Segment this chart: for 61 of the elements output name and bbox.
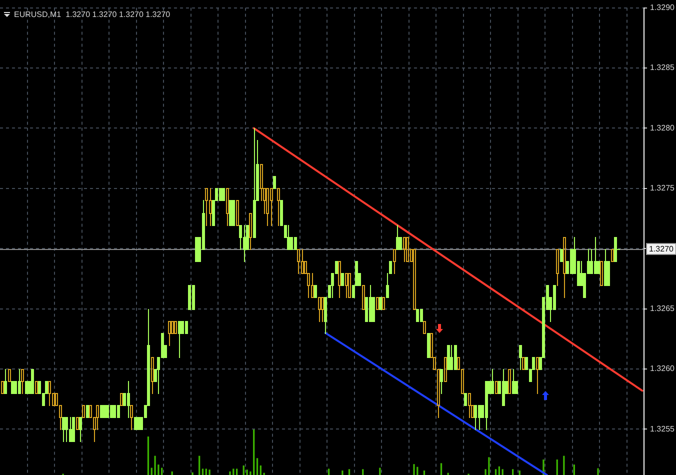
candlestick	[311, 272, 314, 298]
candlestick	[287, 224, 290, 250]
y-tick-label: 1.3265	[650, 304, 676, 314]
candlestick	[65, 417, 68, 442]
candlestick	[249, 213, 252, 250]
candlestick	[266, 188, 269, 226]
candlestick	[345, 273, 348, 298]
candlestick	[369, 284, 372, 322]
candlestick	[18, 368, 21, 394]
candlestick	[130, 405, 133, 430]
y-tick-label: 1.3280	[650, 123, 676, 132]
candlestick	[69, 416, 72, 442]
candlestick	[205, 188, 208, 226]
candlestick	[556, 249, 559, 286]
candlestick	[127, 380, 130, 418]
candlestick	[62, 417, 65, 442]
candlestick	[590, 248, 593, 274]
candlestick	[594, 236, 597, 274]
candlestick	[253, 128, 256, 238]
candlestick	[604, 248, 607, 286]
candlestick	[79, 417, 82, 442]
candlestick	[491, 368, 494, 394]
candlestick	[396, 224, 399, 250]
y-tick-label: 1.3260	[650, 364, 676, 374]
candlestick	[243, 224, 246, 262]
candlestick	[563, 237, 566, 298]
candlestick	[478, 405, 481, 430]
candlestick	[393, 249, 396, 274]
candlestick	[502, 368, 505, 406]
candlestick	[338, 261, 341, 298]
candlestick	[4, 368, 7, 394]
candlestick	[403, 237, 406, 262]
candlestick	[297, 249, 300, 274]
y-tick-label: 1.3290	[650, 3, 676, 12]
candlestick	[21, 369, 24, 394]
chart-title: EURUSD,M1 1.3270 1.3270 1.3270 1.3270	[14, 10, 171, 20]
candlestick	[474, 405, 477, 430]
candlestick	[519, 345, 522, 370]
candlestick	[151, 357, 154, 394]
candlestick	[468, 393, 471, 418]
candlestick	[168, 321, 171, 346]
y-tick-label: 1.3275	[650, 184, 676, 193]
ref-line-label: 1.3270	[649, 244, 674, 254]
candlestick	[96, 405, 99, 430]
candlestick	[260, 164, 263, 202]
candlestick	[209, 188, 212, 226]
y-tick-label: 1.3255	[650, 424, 676, 434]
candlestick	[178, 321, 181, 358]
candlestick	[450, 344, 453, 370]
candlestick	[512, 368, 515, 394]
candlestick	[270, 188, 273, 226]
y-tick-label: 1.3285	[650, 63, 676, 72]
candlestick	[277, 188, 280, 226]
candlestick	[440, 369, 443, 394]
candlestick	[321, 297, 324, 322]
candlestick	[301, 248, 304, 274]
candlestick	[226, 188, 229, 226]
candlestick	[239, 225, 242, 250]
candlestick	[536, 357, 539, 394]
candlestick	[318, 297, 321, 322]
candlestick	[48, 381, 51, 406]
